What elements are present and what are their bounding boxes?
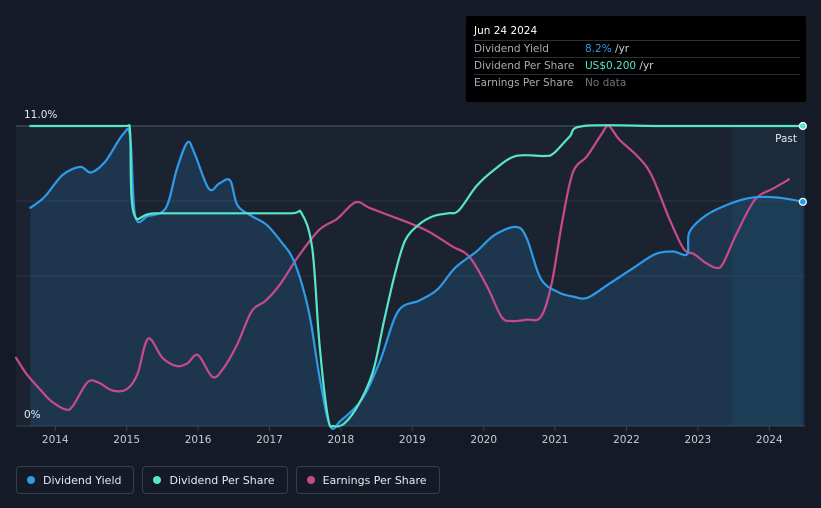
legend-item-earnings-per-share[interactable]: Earnings Per Share [295,466,440,494]
x-tick-label: 2021 [542,434,569,446]
y-max-label: 11.0% [24,109,57,121]
tooltip-row-earnings-per-share: Earnings Per Share No data [474,74,800,92]
tooltip-row-dividend-yield: Dividend Yield 8.2% /yr [474,40,800,58]
legend-item-dividend-yield[interactable]: Dividend Yield [16,466,135,494]
tooltip-label: Earnings Per Share [474,77,574,89]
legend-dot-icon [153,476,162,484]
legend-dot-icon [27,476,35,484]
tooltip-value-unit: /yr [636,60,654,72]
y-min-label: 0% [24,409,41,421]
x-tick-label: 2020 [470,434,497,446]
x-tick-label: 2024 [756,434,783,446]
tooltip-value: US$0.200 /yr [585,60,654,72]
legend-label: Earnings Per Share [322,473,427,487]
dividend-yield-line [29,127,804,430]
x-tick-label: 2017 [256,434,283,446]
y-axis: 11.0% 0% [24,109,57,421]
x-axis: 2014 2015 2016 2017 2018 2019 2020 2021 2022 2023… [42,426,783,446]
dividend-yield-area [30,128,803,429]
legend-item-dividend-per-share[interactable]: Dividend Per Share [142,466,288,494]
tooltip-value: 8.2% /yr [585,43,629,55]
legend-label: Dividend Per Share [169,473,275,487]
x-tick-label: 2023 [685,434,712,446]
x-tick-label: 2016 [185,434,212,446]
tooltip: Jun 24 2024 Dividend Yield 8.2% /yr Divi… [466,16,806,102]
x-tick-label: 2015 [113,434,140,446]
series-areas [30,128,803,429]
x-tick-label: 2022 [613,434,640,446]
legend: Dividend Yield Dividend Per Share Earnin… [16,466,440,494]
past-label: Past [775,133,797,145]
dividend-per-share-line [29,124,804,428]
tooltip-date: Jun 24 2024 [474,25,538,37]
end-markers [798,121,807,206]
legend-label: Dividend Yield [43,473,122,487]
x-tick-label: 2019 [399,434,426,446]
x-tick-label: 2014 [42,434,69,446]
tooltip-label: Dividend Yield [474,43,549,55]
legend-dot-icon [306,476,315,484]
x-tick-label: 2018 [328,434,355,446]
tooltip-value-unit: /yr [611,43,630,55]
tooltip-value-number: 8.2% [585,43,612,55]
tooltip-value-number: No data [585,77,627,89]
tooltip-row-dividend-per-share: Dividend Per Share US$0.200 /yr [474,57,800,75]
tooltip-value: No data [585,77,626,89]
tooltip-value-number: US$0.200 [585,60,637,72]
series-lines [14,124,804,430]
earnings-per-share-line [14,124,790,411]
dividend-per-share-end-marker [798,121,807,131]
dividend-yield-end-marker [798,197,807,206]
tooltip-label: Dividend Per Share [474,60,575,72]
